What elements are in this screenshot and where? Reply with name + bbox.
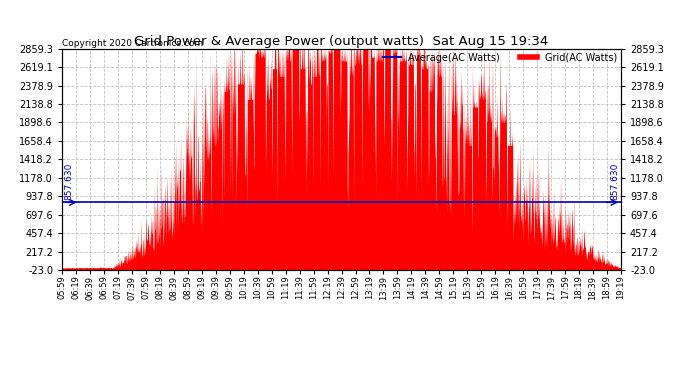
Text: 857.630: 857.630: [64, 163, 73, 200]
Text: Copyright 2020 Cartronics.com: Copyright 2020 Cartronics.com: [62, 39, 204, 48]
Text: 857.630: 857.630: [610, 163, 619, 200]
Title: Grid Power & Average Power (output watts)  Sat Aug 15 19:34: Grid Power & Average Power (output watts…: [135, 34, 549, 48]
Legend: Average(AC Watts), Grid(AC Watts): Average(AC Watts), Grid(AC Watts): [380, 49, 621, 66]
